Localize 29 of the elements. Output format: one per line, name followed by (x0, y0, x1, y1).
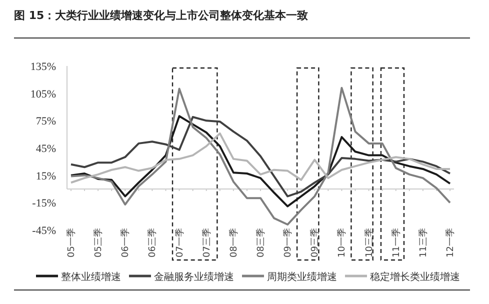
y-tick-label: 45% (36, 143, 56, 155)
x-tick-label: 08三季 (256, 228, 266, 258)
legend-label: 金融服务业绩增速 (154, 271, 234, 283)
x-tick-label: 09一季 (282, 228, 294, 258)
legend-label: 周期类业绩增速 (267, 271, 337, 283)
y-tick-label: 75% (36, 116, 56, 128)
x-tick-label: 08一季 (228, 228, 240, 258)
y-tick-label: -15% (32, 198, 56, 210)
x-tick-label: 05一季 (66, 228, 77, 258)
y-tick-label: 135% (30, 61, 56, 73)
line-series (70, 132, 451, 184)
legend-label: 整体业绩增速 (61, 271, 121, 283)
y-tick-label: 105% (30, 88, 56, 100)
x-tick-label: 05三季 (93, 228, 104, 258)
y-tick-label: 15% (36, 170, 56, 182)
y-tick-label: -45% (32, 225, 56, 237)
x-tick-label: 10三季 (364, 228, 375, 258)
x-tick-label: 10一季 (336, 228, 348, 258)
x-tick-label: 07一季 (174, 228, 186, 258)
chart-title: 图 15：大类行业业绩增速变化与上市公司整体变化基本一致 (14, 9, 308, 22)
x-tick-label: 12一季 (445, 228, 456, 258)
x-tick-label: 09三季 (310, 228, 321, 258)
x-tick-label: 06三季 (147, 228, 158, 258)
line-series (70, 86, 451, 226)
x-tick-label: 06一季 (120, 228, 132, 258)
legend-label: 稳定增长类业绩增速 (370, 271, 460, 283)
x-tick-label: 11三季 (418, 228, 429, 258)
x-tick-label: 07三季 (201, 228, 212, 258)
x-tick-label: 11一季 (390, 228, 402, 258)
